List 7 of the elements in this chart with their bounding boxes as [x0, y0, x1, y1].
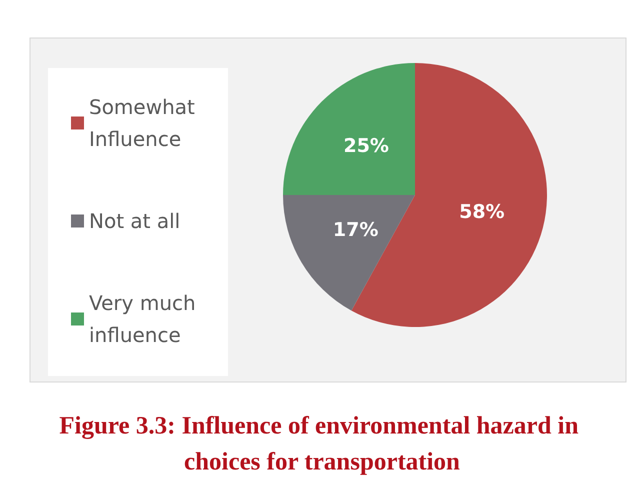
- legend-label: Very much influence: [89, 291, 202, 347]
- legend-label: Somewhat Influence: [89, 95, 202, 151]
- data-label: 58%: [459, 201, 505, 224]
- data-label: 25%: [343, 135, 389, 158]
- legend-label: Not at all: [89, 209, 180, 233]
- text: Figure 3.3: Influence of environmental hazard in choices for transportation: [59, 412, 585, 476]
- data-label: 17%: [332, 219, 378, 242]
